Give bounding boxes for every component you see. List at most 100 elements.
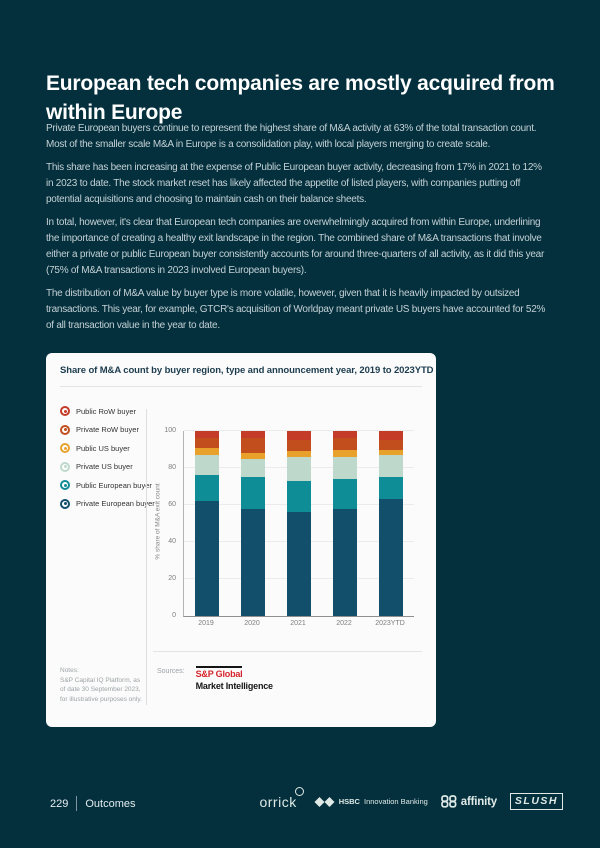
sp-global-wordmark: S&P Global xyxy=(195,666,243,679)
y-axis-ticks: 0 20 40 60 80 100 xyxy=(146,427,176,619)
legend-label: Private European buyer xyxy=(76,499,155,508)
legend-marker-icon xyxy=(60,424,70,435)
hsbc-logo: HSBC Innovation Banking xyxy=(314,796,428,807)
legend-label: Public US buyer xyxy=(76,443,130,453)
x-axis-tick-label: 2022 xyxy=(336,620,352,627)
bar-segment xyxy=(333,479,357,509)
legend-item: Public US buyer xyxy=(60,443,155,453)
legend-item: Public European buyer xyxy=(60,480,155,490)
bar-segment xyxy=(195,475,219,502)
gridline xyxy=(184,430,414,431)
hsbc-suffix: Innovation Banking xyxy=(363,797,428,806)
y-axis-tick-label: 20 xyxy=(168,575,176,582)
body-text: Private European buyers continue to repr… xyxy=(46,121,546,341)
affinity-logo: affinity xyxy=(440,795,497,808)
affinity-knot-icon xyxy=(440,795,457,808)
bar-segment xyxy=(379,455,403,478)
y-axis-tick-label: 40 xyxy=(168,538,176,545)
legend-marker-dot xyxy=(63,465,67,468)
x-axis-tick-label: 2023YTD xyxy=(375,620,405,627)
hsbc-wordmark: HSBC xyxy=(338,797,360,806)
page-title: European tech companies are mostly acqui… xyxy=(46,72,555,125)
paragraph-2: This share has been increasing at the ex… xyxy=(46,162,542,205)
stacked-bar xyxy=(241,431,265,616)
legend-item: Private RoW buyer xyxy=(60,424,155,435)
partner-logos: orrick HSBC Innovation Banking xyxy=(259,786,563,810)
bar-segment xyxy=(195,447,219,456)
orrick-wordmark: orrick xyxy=(259,793,297,810)
bar-segment xyxy=(195,438,219,448)
chart-sources: Sources: S&P Global Market Intelligence xyxy=(157,664,273,691)
x-axis-tick-label: 2019 xyxy=(198,620,214,627)
y-axis-tick-label: 0 xyxy=(172,612,176,619)
bar-segment xyxy=(195,431,219,439)
bar-segment xyxy=(379,477,403,500)
bar-segment xyxy=(287,480,311,513)
stacked-bar xyxy=(333,431,357,616)
bar-segment xyxy=(241,458,265,478)
bar-segment xyxy=(241,508,265,616)
chart-notes: Notes: S&P Capital IQ Platform, as of da… xyxy=(60,666,146,704)
bar-segment xyxy=(379,440,403,450)
bar-segment xyxy=(241,453,265,459)
card-vertical-divider xyxy=(146,409,147,705)
page-number: 229 xyxy=(50,797,69,810)
legend-item: Public RoW buyer xyxy=(60,406,155,416)
stacked-bar xyxy=(287,431,311,616)
section-label: Outcomes xyxy=(85,797,136,810)
bar-segment xyxy=(195,501,219,616)
sources-divider xyxy=(153,651,422,652)
legend-label: Private RoW buyer xyxy=(76,425,139,434)
x-axis-tick-label: 2021 xyxy=(290,620,306,627)
bar-segment xyxy=(379,449,403,456)
stacked-bar xyxy=(379,431,403,616)
bar-segment xyxy=(333,508,357,616)
bar-segment xyxy=(241,431,265,439)
legend-item: Private US buyer xyxy=(60,461,155,472)
chart-card: Share of M&A count by buyer region, type… xyxy=(46,353,436,727)
bar-segment xyxy=(333,456,357,480)
x-axis-labels: 2019 2020 2021 2022 2023YTD xyxy=(183,620,413,632)
bar-segment xyxy=(287,440,311,452)
bar-segment xyxy=(287,451,311,457)
bar-segment xyxy=(287,456,311,481)
bar-segment xyxy=(333,431,357,439)
y-axis-tick-label: 100 xyxy=(164,427,176,434)
legend-marker-icon xyxy=(60,406,70,416)
y-axis-tick-label: 80 xyxy=(168,464,176,471)
legend-marker-dot xyxy=(63,502,67,505)
slush-logo: SLUSH xyxy=(509,793,563,810)
stacked-bar xyxy=(195,431,219,616)
bar-segment xyxy=(241,438,265,454)
legend-marker-dot xyxy=(63,428,67,431)
legend-label: Public RoW buyer xyxy=(76,406,137,416)
card-title-divider xyxy=(60,386,422,387)
paragraph-4: The distribution of M&A value by buyer t… xyxy=(46,288,546,331)
legend-item: Private European buyer xyxy=(60,498,155,509)
legend-marker-icon xyxy=(60,461,70,472)
sp-global-logo: S&P Global Market Intelligence xyxy=(195,664,273,691)
legend-label: Public European buyer xyxy=(76,480,152,490)
bar-segment xyxy=(379,499,403,616)
paragraph-1: Private European buyers continue to repr… xyxy=(46,123,537,150)
page-footer: 229 Outcomes orrick HSBC Innovation Bank… xyxy=(0,786,600,824)
hsbc-hexagon-icon xyxy=(314,796,335,807)
footer-divider xyxy=(76,796,78,811)
chart-legend: Public RoW buyer Private RoW buyer Public … xyxy=(60,406,155,509)
x-axis-tick-label: 2020 xyxy=(244,620,260,627)
notes-label: Notes: xyxy=(60,667,79,674)
legend-marker-dot xyxy=(63,446,67,450)
notes-text: S&P Capital IQ Platform, as of date 30 S… xyxy=(60,676,142,703)
bar-segment xyxy=(241,477,265,509)
page-number-group: 229 Outcomes xyxy=(50,796,136,811)
legend-marker-dot xyxy=(63,483,67,487)
bar-segment xyxy=(333,438,357,450)
legend-label: Private US buyer xyxy=(76,462,133,471)
orrick-logo: orrick xyxy=(259,786,304,810)
legend-marker-icon xyxy=(60,480,70,490)
bar-segment xyxy=(287,512,311,616)
market-intelligence-wordmark: Market Intelligence xyxy=(195,681,273,691)
bar-segment xyxy=(287,431,311,441)
y-axis-tick-label: 60 xyxy=(168,501,176,508)
affinity-wordmark: affinity xyxy=(460,795,497,808)
